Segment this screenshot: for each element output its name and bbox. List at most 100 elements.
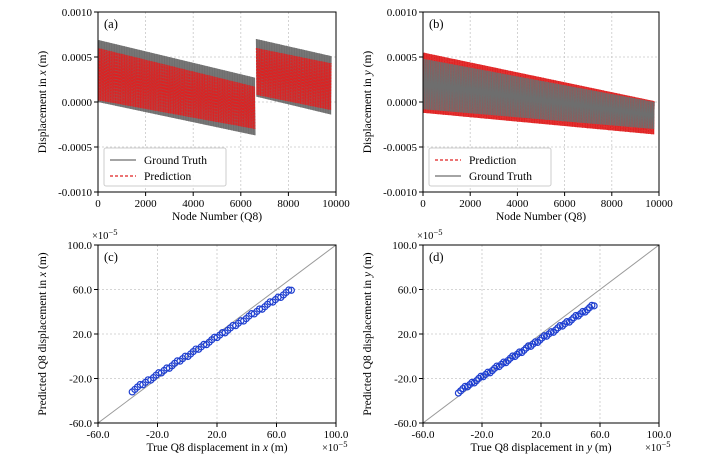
scatter-point xyxy=(522,344,530,352)
x-axis-label-var: x xyxy=(262,442,269,454)
scatter-points xyxy=(128,286,295,396)
x-tick-label: 60.0 xyxy=(267,429,287,441)
y-tick-label: -0.0010 xyxy=(58,187,92,199)
y-axis-label-var: y xyxy=(362,271,374,278)
series-line xyxy=(423,58,655,129)
scatter-point xyxy=(457,387,465,395)
x-tick-label: -20.0 xyxy=(471,429,494,441)
x-tick-label: -60.0 xyxy=(412,429,435,441)
y-axis-label-text: Displacement in xyxy=(37,75,49,153)
scatter-point xyxy=(570,314,578,322)
legend: Prediction Ground Truth xyxy=(428,147,552,187)
y-axis-label: Predicted Q8 displacement in x (m) xyxy=(37,252,49,415)
scatter-point xyxy=(554,324,562,332)
x-axis-label-unit: (m) xyxy=(268,442,288,454)
x-tick-label: 4000 xyxy=(506,198,529,210)
scatter-point xyxy=(479,373,487,381)
x-axis-multiplier: ×10−5 xyxy=(645,439,670,454)
panel-label: (c) xyxy=(104,250,118,264)
x-tick-label: 100.0 xyxy=(324,429,349,441)
x-tick-label: 60.0 xyxy=(590,429,610,441)
scatter-point xyxy=(513,350,521,358)
x-tick-label: 20.0 xyxy=(207,429,227,441)
y-tick-label: -0.0010 xyxy=(383,187,417,199)
multiplier-base: ×10 xyxy=(322,443,338,454)
plot-area xyxy=(98,245,336,423)
scatter-point xyxy=(538,334,546,342)
y-tick-label: 100.0 xyxy=(392,240,417,252)
x-tick-label: 6000 xyxy=(230,198,253,210)
scatter-point xyxy=(558,322,567,330)
scatter-point xyxy=(287,286,295,294)
plot-area xyxy=(98,38,332,136)
scatter-point xyxy=(488,366,496,375)
scatter-point xyxy=(576,310,585,318)
legend-label: Prediction xyxy=(469,155,517,167)
x-axis-label-text: True Q8 displacement in xyxy=(470,442,586,454)
multiplier-base: ×10 xyxy=(92,231,108,242)
x-axis-label: Node Number (Q8) xyxy=(172,211,262,223)
x-tick-label: 0 xyxy=(95,198,101,210)
scatter-point xyxy=(590,302,598,310)
scatter-point xyxy=(533,338,542,346)
y-tick-label: 0.0010 xyxy=(387,7,418,19)
y-axis-label-unit: (m) xyxy=(362,252,374,272)
multiplier-exponent: −5 xyxy=(338,439,347,449)
panel-label: (b) xyxy=(429,17,444,31)
y-axis-label-unit: (m) xyxy=(37,51,49,71)
y-axis-multiplier: ×10−5 xyxy=(92,227,117,242)
y-axis-multiplier: ×10−5 xyxy=(417,227,442,242)
x-axis-label-text: True Q8 displacement in xyxy=(146,442,262,454)
scatter-points xyxy=(454,301,598,397)
scatter-point xyxy=(502,359,510,367)
legend-label: Prediction xyxy=(144,171,192,183)
y-tick-label: 0.0000 xyxy=(62,97,93,109)
scatter-point xyxy=(549,328,557,336)
series-ground-truth xyxy=(423,58,655,129)
panel-a: 0 2000 4000 6000 8000 10000 -0.0010 -0.0005 0.00… xyxy=(37,7,350,223)
scatter-point xyxy=(574,312,582,320)
series-prediction xyxy=(98,47,332,130)
x-tick-label: 0 xyxy=(420,198,426,210)
panel-label: (d) xyxy=(429,250,444,264)
scatter-point xyxy=(543,332,551,340)
y-tick-label: -60.0 xyxy=(394,418,417,430)
scatter-point xyxy=(585,303,594,312)
plot-area xyxy=(423,245,659,423)
x-axis-label: Node Number (Q8) xyxy=(496,211,586,223)
y-tick-label: -20.0 xyxy=(394,374,417,386)
y-tick-label: -0.0005 xyxy=(58,142,92,154)
y-tick-label: 60.0 xyxy=(398,285,418,297)
y-tick-label: 0.0010 xyxy=(62,7,93,19)
scatter-point xyxy=(472,377,481,385)
y-axis-label-var: x xyxy=(37,69,49,76)
y-axis-label-text: Displacement in xyxy=(362,75,374,153)
scatter-point xyxy=(466,381,474,389)
plot-area xyxy=(423,52,655,135)
x-tick-label: 6000 xyxy=(554,198,577,210)
scatter-point xyxy=(552,326,560,334)
y-tick-label: 0.0000 xyxy=(387,97,418,109)
scatter-point xyxy=(518,348,526,357)
panel-c: -60.0 -20.0 20.0 60.0 100.0 -60.0 -20.0 20.0 60.… xyxy=(37,227,349,454)
x-axis-multiplier: ×10−5 xyxy=(322,439,347,454)
y-tick-label: -0.0005 xyxy=(383,142,417,154)
multiplier-exponent: −5 xyxy=(661,439,670,449)
series-line xyxy=(255,47,332,110)
legend-box xyxy=(103,147,227,187)
y-axis-label-text: Predicted Q8 displacement in xyxy=(37,277,49,416)
x-tick-label: 4000 xyxy=(182,198,205,210)
x-axis-label-unit: (m) xyxy=(592,442,612,454)
scatter-point xyxy=(463,383,472,391)
x-tick-label: 8000 xyxy=(277,198,300,210)
y-tick-label: -60.0 xyxy=(69,418,92,430)
x-tick-label: 8000 xyxy=(601,198,624,210)
panel-label: (a) xyxy=(104,17,118,31)
scatter-point xyxy=(581,308,589,316)
scatter-point xyxy=(567,316,576,324)
multiplier-base: ×10 xyxy=(417,231,433,242)
scatter-point xyxy=(459,384,467,393)
x-tick-label: 10000 xyxy=(645,198,673,210)
x-axis-label: True Q8 displacement in x (m) xyxy=(146,442,287,454)
